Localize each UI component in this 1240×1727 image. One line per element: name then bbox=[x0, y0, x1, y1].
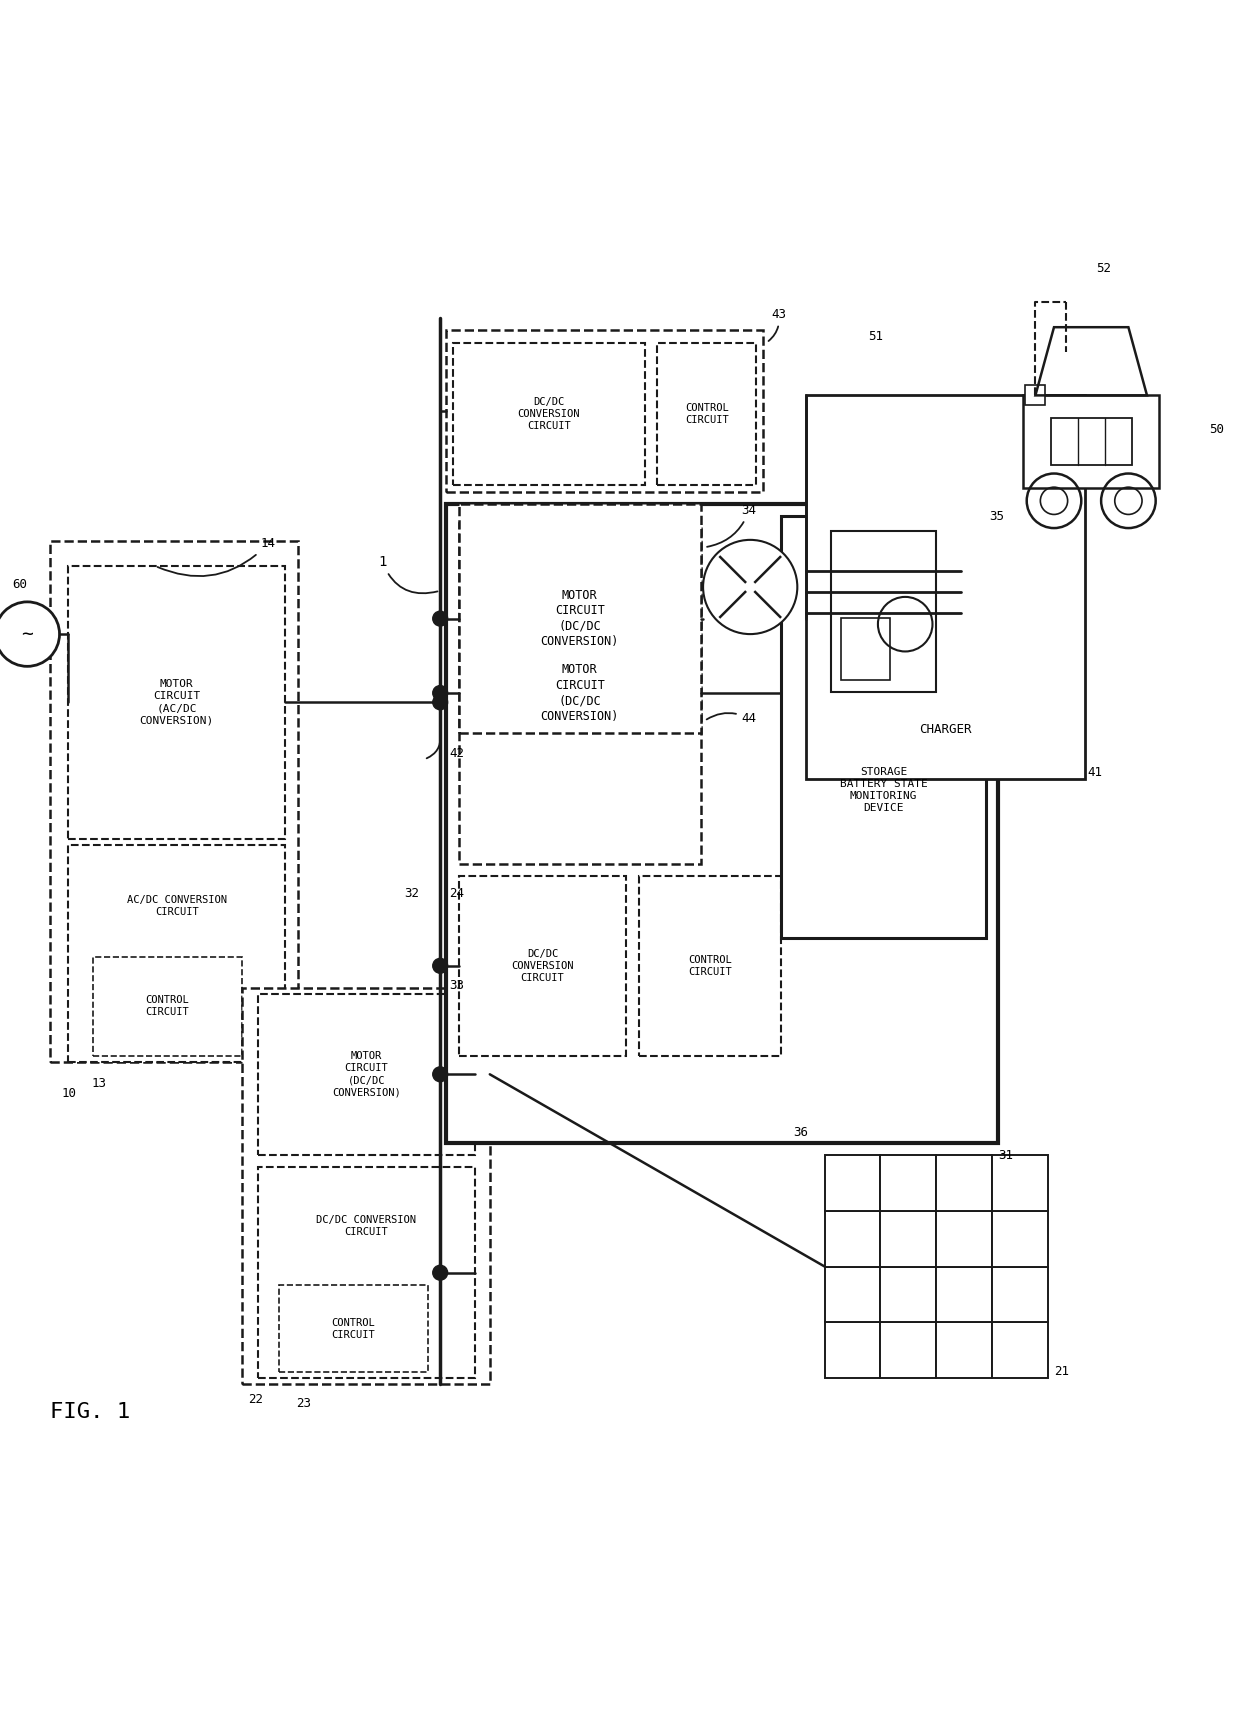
Text: DC/DC
CONVERSION
CIRCUIT: DC/DC CONVERSION CIRCUIT bbox=[517, 397, 580, 432]
Text: 42: 42 bbox=[449, 748, 464, 760]
Bar bbox=[880, 1155, 936, 1211]
Bar bbox=[936, 1211, 992, 1266]
Bar bbox=[841, 618, 890, 680]
Bar bbox=[258, 1167, 475, 1378]
Text: 14: 14 bbox=[157, 537, 275, 577]
Text: 44: 44 bbox=[707, 712, 756, 725]
Circle shape bbox=[0, 603, 60, 667]
Bar bbox=[242, 988, 490, 1385]
Text: 24: 24 bbox=[449, 886, 464, 900]
Bar bbox=[936, 1155, 992, 1211]
Text: 34: 34 bbox=[707, 504, 756, 547]
Text: CHARGER: CHARGER bbox=[919, 724, 972, 736]
Text: CONTROL
CIRCUIT: CONTROL CIRCUIT bbox=[688, 955, 732, 977]
Bar bbox=[825, 1266, 880, 1323]
Text: 43: 43 bbox=[769, 307, 786, 340]
Bar bbox=[880, 1266, 936, 1323]
Bar bbox=[992, 1323, 1048, 1378]
Bar bbox=[880, 1211, 936, 1266]
Circle shape bbox=[433, 694, 448, 710]
Text: MOTOR
CIRCUIT
(DC/DC
CONVERSION): MOTOR CIRCUIT (DC/DC CONVERSION) bbox=[541, 589, 619, 648]
Bar bbox=[806, 395, 1085, 779]
Text: 13: 13 bbox=[92, 1076, 107, 1090]
Text: 22: 22 bbox=[248, 1394, 263, 1406]
Bar bbox=[657, 342, 756, 485]
Bar bbox=[831, 532, 936, 693]
Text: 33: 33 bbox=[449, 979, 464, 991]
Text: 32: 32 bbox=[404, 886, 419, 900]
Bar bbox=[825, 1155, 880, 1211]
Bar bbox=[446, 504, 998, 1143]
Bar bbox=[459, 876, 626, 1055]
Bar bbox=[781, 516, 986, 938]
Text: 41: 41 bbox=[1087, 767, 1102, 779]
Text: 52: 52 bbox=[1096, 261, 1111, 275]
Text: 23: 23 bbox=[296, 1397, 311, 1409]
Bar bbox=[68, 566, 285, 839]
Bar bbox=[459, 523, 701, 864]
Text: MOTOR
CIRCUIT
(DC/DC
CONVERSION): MOTOR CIRCUIT (DC/DC CONVERSION) bbox=[332, 1052, 401, 1097]
Text: 1: 1 bbox=[378, 554, 438, 594]
Text: 31: 31 bbox=[998, 1148, 1013, 1162]
Bar bbox=[1025, 385, 1045, 404]
Bar bbox=[936, 1266, 992, 1323]
Text: 35: 35 bbox=[990, 509, 1004, 523]
Text: CONTROL
CIRCUIT: CONTROL CIRCUIT bbox=[684, 402, 729, 425]
Circle shape bbox=[433, 1067, 448, 1081]
Bar bbox=[279, 1285, 428, 1371]
Circle shape bbox=[433, 686, 448, 701]
Text: 10: 10 bbox=[62, 1086, 77, 1100]
Bar bbox=[936, 1323, 992, 1378]
Text: CONTROL
CIRCUIT: CONTROL CIRCUIT bbox=[331, 1318, 376, 1340]
Bar bbox=[992, 1155, 1048, 1211]
Bar bbox=[880, 1323, 936, 1378]
Text: FIG. 1: FIG. 1 bbox=[50, 1402, 130, 1421]
Circle shape bbox=[703, 541, 797, 634]
Bar bbox=[825, 1323, 880, 1378]
Bar bbox=[446, 330, 763, 492]
Text: MOTOR
CIRCUIT
(AC/DC
CONVERSION): MOTOR CIRCUIT (AC/DC CONVERSION) bbox=[140, 679, 213, 725]
Bar bbox=[992, 1211, 1048, 1266]
Bar bbox=[1023, 395, 1159, 489]
Bar bbox=[639, 876, 781, 1055]
Text: 21: 21 bbox=[1054, 1364, 1069, 1378]
Bar bbox=[459, 504, 701, 734]
Text: ~: ~ bbox=[21, 625, 33, 644]
Bar bbox=[992, 1266, 1048, 1323]
Text: 50: 50 bbox=[1209, 423, 1224, 435]
Text: DC/DC CONVERSION
CIRCUIT: DC/DC CONVERSION CIRCUIT bbox=[316, 1216, 417, 1237]
Text: 36: 36 bbox=[794, 1126, 808, 1138]
Text: 51: 51 bbox=[868, 330, 883, 342]
Text: DC/DC
CONVERSION
CIRCUIT: DC/DC CONVERSION CIRCUIT bbox=[511, 948, 574, 983]
Circle shape bbox=[433, 611, 448, 627]
Text: AC/DC CONVERSION
CIRCUIT: AC/DC CONVERSION CIRCUIT bbox=[126, 895, 227, 917]
Bar bbox=[453, 342, 645, 485]
Circle shape bbox=[433, 958, 448, 974]
Bar bbox=[258, 993, 475, 1155]
Text: 60: 60 bbox=[12, 579, 27, 591]
Text: STORAGE
BATTERY STATE
MONITORING
DEVICE: STORAGE BATTERY STATE MONITORING DEVICE bbox=[839, 767, 928, 813]
Text: CONTROL
CIRCUIT: CONTROL CIRCUIT bbox=[145, 995, 190, 1017]
Bar bbox=[825, 1211, 880, 1266]
Bar bbox=[68, 845, 285, 1062]
Bar bbox=[93, 957, 242, 1055]
Bar bbox=[1052, 418, 1132, 466]
Bar bbox=[50, 541, 298, 1062]
Text: MOTOR
CIRCUIT
(DC/DC
CONVERSION): MOTOR CIRCUIT (DC/DC CONVERSION) bbox=[541, 663, 619, 724]
Circle shape bbox=[433, 1266, 448, 1280]
